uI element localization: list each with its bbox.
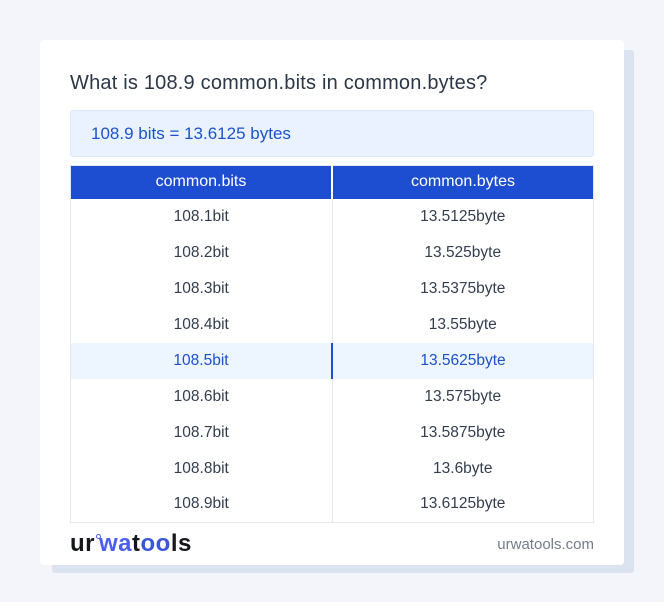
table-row: 108.7bit 13.5875byte [70, 414, 594, 451]
table-row: 108.9bit 13.6125byte [70, 486, 594, 523]
column-header-bits: common.bits [70, 165, 333, 199]
conversion-table: common.bits common.bytes 108.1bit 13.5125… [70, 165, 594, 523]
bits-cell: 108.8bit [70, 450, 333, 487]
logo-glasses-oo: oo [140, 530, 171, 557]
bits-cell: 108.9bit [70, 486, 333, 523]
site-url: urwatools.com [497, 535, 594, 553]
page-title: What is 108.9 common.bits in common.byte… [70, 72, 488, 94]
bytes-cell: 13.5625byte [420, 351, 506, 369]
bytes-cell: 13.525byte [424, 243, 502, 261]
bits-cell: 108.7bit [70, 414, 333, 451]
bytes-cell: 13.5875byte [420, 423, 506, 441]
bytes-cell: 13.55byte [428, 315, 497, 333]
table-row: 108.6bit 13.575byte [70, 378, 594, 415]
table-row: 108.5bit 13.5625byte [70, 342, 594, 379]
logo-text-ls: ls [170, 530, 192, 557]
bytes-cell: 13.6byte [433, 459, 493, 477]
table-header: common.bits common.bytes [70, 165, 594, 199]
logo-text-ur: ur [70, 530, 95, 557]
conversion-result-text: 108.9 bits = 13.6125 bytes [91, 123, 291, 143]
logo-text-wa: wa [99, 530, 133, 557]
conversion-result-box: 108.9 bits = 13.6125 bytes [70, 110, 594, 157]
bytes-cell: 13.6125byte [420, 495, 506, 513]
table-row: 108.3bit 13.5375byte [70, 270, 594, 307]
bits-cell: 108.5bit [70, 342, 333, 379]
table-row: 108.8bit 13.6byte [70, 450, 594, 487]
logo-ring-icon [96, 534, 101, 539]
bytes-cell: 13.5375byte [420, 279, 506, 297]
logo-text-t: t [132, 530, 141, 557]
bits-cell: 108.2bit [70, 234, 333, 271]
bits-cell: 108.6bit [70, 378, 333, 415]
table-row: 108.4bit 13.55byte [70, 306, 594, 343]
column-header-bytes: common.bytes [332, 165, 594, 199]
urwatools-logo[interactable]: ur watools [70, 532, 192, 556]
table-row: 108.1bit 13.5125byte [70, 198, 594, 235]
bytes-cell: 13.575byte [424, 387, 502, 405]
bits-cell: 108.4bit [70, 306, 333, 343]
card-footer: ur watools urwatools.com [70, 523, 594, 565]
bytes-cell: 13.5125byte [420, 207, 506, 225]
table-row: 108.2bit 13.525byte [70, 234, 594, 271]
bits-cell: 108.3bit [70, 270, 333, 307]
bits-cell: 108.1bit [70, 198, 333, 235]
converter-card: What is 108.9 common.bits in common.byte… [40, 40, 624, 565]
